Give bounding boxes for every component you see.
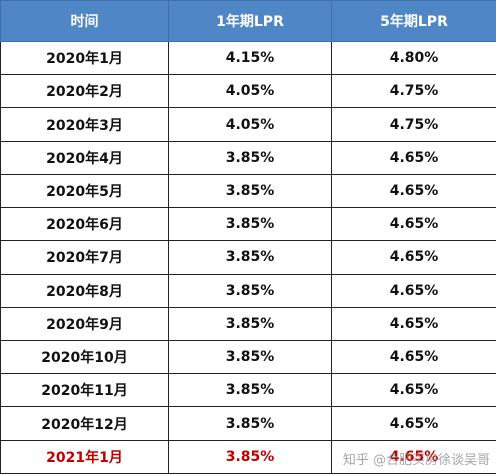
cell-date: 2020年3月 — [0, 107, 169, 142]
table-row: 2020年5月 3.85% 4.65% — [0, 173, 496, 209]
cell-lpr5y: 4.65% — [331, 173, 496, 209]
header-row: 时间 1年期LPR 5年期LPR — [0, 0, 496, 42]
cell-lpr1y: 3.85% — [168, 406, 332, 441]
cell-lpr1y: 3.85% — [168, 339, 332, 375]
cell-date: 2020年7月 — [0, 240, 169, 275]
cell-lpr1y: 4.15% — [168, 40, 332, 76]
cell-lpr1y: 3.85% — [168, 306, 332, 341]
cell-lpr5y: 4.65% — [331, 273, 496, 308]
cell-lpr1y: 3.85% — [168, 273, 332, 308]
cell-date: 2021年1月 — [0, 439, 169, 474]
cell-lpr5y: 4.65% — [331, 373, 496, 408]
cell-lpr1y: 3.85% — [168, 207, 332, 242]
table-row: 2020年10月 3.85% 4.65% — [0, 339, 496, 375]
table-row: 2021年1月 3.85% 4.65% — [0, 439, 496, 474]
cell-date: 2020年4月 — [0, 140, 169, 175]
cell-lpr1y: 3.85% — [168, 439, 332, 474]
cell-date: 2020年11月 — [0, 373, 169, 408]
cell-date: 2020年10月 — [0, 339, 169, 375]
cell-lpr5y: 4.65% — [331, 339, 496, 375]
table-row: 2020年8月 3.85% 4.65% — [0, 273, 496, 308]
cell-lpr5y: 4.75% — [331, 107, 496, 142]
cell-date: 2020年6月 — [0, 207, 169, 242]
table-row: 2020年6月 3.85% 4.65% — [0, 207, 496, 242]
cell-lpr5y: 4.65% — [331, 439, 496, 474]
cell-lpr5y: 4.65% — [331, 240, 496, 275]
cell-lpr5y: 4.65% — [331, 306, 496, 341]
table-row: 2020年9月 3.85% 4.65% — [0, 306, 496, 341]
cell-date: 2020年12月 — [0, 406, 169, 441]
cell-date: 2020年8月 — [0, 273, 169, 308]
cell-lpr1y: 3.85% — [168, 240, 332, 275]
table-row: 2020年1月 4.15% 4.80% — [0, 40, 496, 76]
table-row: 2020年2月 4.05% 4.75% — [0, 74, 496, 109]
cell-lpr1y: 3.85% — [168, 173, 332, 209]
cell-lpr1y: 3.85% — [168, 373, 332, 408]
cell-lpr5y: 4.65% — [331, 406, 496, 441]
cell-lpr5y: 4.65% — [331, 207, 496, 242]
cell-lpr1y: 4.05% — [168, 107, 332, 142]
cell-date: 2020年5月 — [0, 173, 169, 209]
header-date: 时间 — [0, 0, 169, 42]
table-row: 2020年3月 4.05% 4.75% — [0, 107, 496, 142]
cell-lpr5y: 4.80% — [331, 40, 496, 76]
cell-lpr5y: 4.65% — [331, 140, 496, 175]
header-lpr5y: 5年期LPR — [331, 0, 496, 42]
table-row: 2020年7月 3.85% 4.65% — [0, 240, 496, 275]
cell-lpr1y: 3.85% — [168, 140, 332, 175]
cell-lpr5y: 4.75% — [331, 74, 496, 109]
cell-date: 2020年2月 — [0, 74, 169, 109]
cell-date: 2020年9月 — [0, 306, 169, 341]
cell-lpr1y: 4.05% — [168, 74, 332, 109]
cell-date: 2020年1月 — [0, 40, 169, 76]
table-row: 2020年4月 3.85% 4.65% — [0, 140, 496, 175]
table-row: 2020年12月 3.85% 4.65% — [0, 406, 496, 441]
table-row: 2020年11月 3.85% 4.65% — [0, 373, 496, 408]
header-lpr1y: 1年期LPR — [168, 0, 332, 42]
